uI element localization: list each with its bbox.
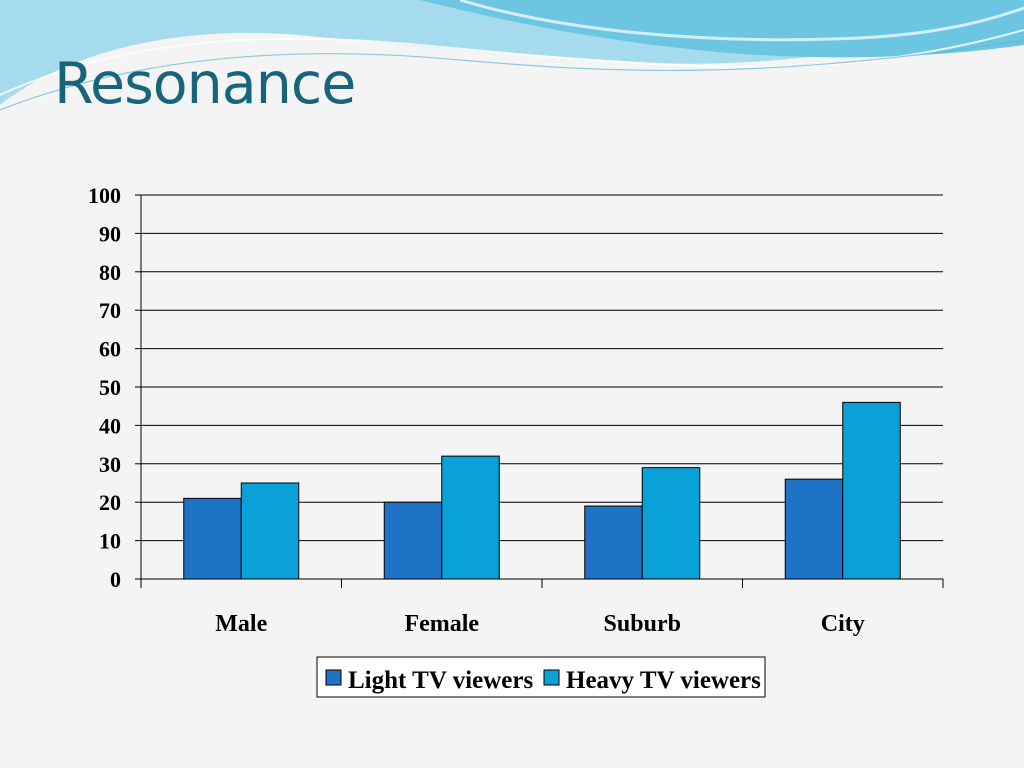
y-tick-label: 0: [110, 567, 121, 592]
legend-box: [316, 656, 766, 698]
y-tick-label: 50: [99, 375, 121, 400]
y-tick-label: 80: [99, 260, 121, 285]
legend-swatch: [543, 669, 560, 686]
banner-decoration: [0, 0, 1024, 111]
y-tick-label: 20: [99, 490, 121, 515]
legend-swatch: [325, 669, 342, 686]
bar-heavy-tv-viewers: [842, 401, 901, 580]
bar-light-tv-viewers: [584, 505, 643, 580]
slide-title: Resonance: [54, 51, 356, 117]
y-tick-label: 60: [99, 337, 121, 362]
bar-heavy-tv-viewers: [240, 482, 300, 580]
axes: [140, 195, 944, 588]
bars: [183, 401, 901, 580]
y-tick-label: 30: [99, 452, 121, 477]
x-tick-label: Female: [404, 611, 479, 637]
bar-light-tv-viewers: [784, 478, 844, 580]
y-tick-label: 70: [99, 298, 121, 323]
y-tick-label: 100: [88, 183, 121, 208]
x-tick-label: City: [821, 611, 865, 637]
x-tick-label: Suburb: [604, 611, 681, 637]
y-tick-label: 40: [99, 413, 121, 438]
y-tick-label: 10: [99, 529, 121, 554]
legend: Light TV viewers Heavy TV viewers: [316, 656, 766, 698]
bar-heavy-tv-viewers: [641, 467, 701, 580]
bar-light-tv-viewers: [383, 501, 443, 580]
y-axis-ticks: 0 10 20 30 40 50 60 70 80 90 100: [88, 183, 141, 592]
x-axis-labels: Male Female Suburb City: [215, 611, 864, 637]
legend-label: Heavy TV viewers: [566, 667, 761, 694]
bar-heavy-tv-viewers: [441, 455, 500, 580]
legend-label: Light TV viewers: [348, 667, 533, 694]
x-tick-label: Male: [215, 611, 267, 637]
y-tick-label: 90: [99, 221, 121, 246]
bar-light-tv-viewers: [183, 497, 242, 580]
